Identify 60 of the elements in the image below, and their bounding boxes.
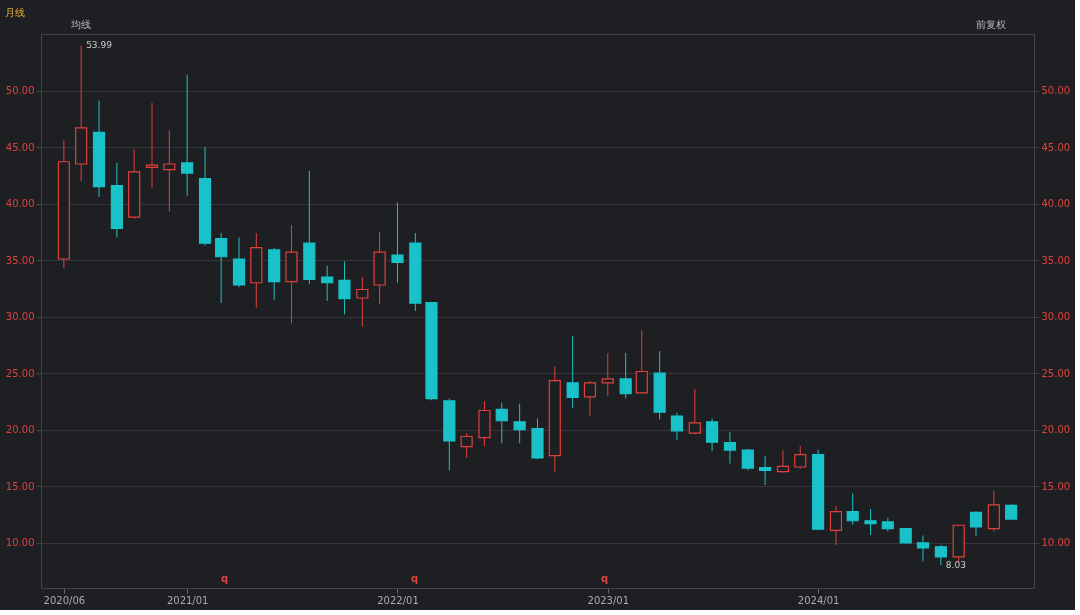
y-tick-label: 45.00 <box>5 141 35 153</box>
y-tick-label: 15.00 <box>5 480 35 492</box>
candlestick <box>794 445 807 470</box>
candlestick <box>670 412 684 441</box>
y2-tick-label: 30.00 <box>1041 311 1071 323</box>
candlestick <box>215 232 228 304</box>
x-tick-label: 2023/01 <box>587 594 630 606</box>
candlestick <box>356 276 369 328</box>
candlestick <box>163 129 176 213</box>
candlestick <box>338 260 351 315</box>
y2-tick-label: 50.00 <box>1041 85 1071 97</box>
candlestick <box>635 329 648 395</box>
annotation: 53.99 <box>86 40 113 51</box>
candlestick <box>321 265 334 302</box>
candlestick <box>601 352 614 397</box>
y2-tick-label: 40.00 <box>1041 198 1071 210</box>
candlestick <box>688 388 701 435</box>
y-tick-label: 50.00 <box>5 85 35 97</box>
candlestick <box>566 335 579 409</box>
y2-tick-label: 45.00 <box>1041 141 1071 153</box>
y-tick-label: 20.00 <box>5 424 35 436</box>
y2-tick-label: 20.00 <box>1041 424 1071 436</box>
candlestick <box>460 432 473 459</box>
candlestick <box>583 380 597 417</box>
x-tick-label: 2021/01 <box>166 594 209 606</box>
candlestick <box>987 490 1000 532</box>
y2-tick-label: 15.00 <box>1041 480 1071 492</box>
text: 均线 <box>70 19 91 30</box>
candlestick <box>759 455 772 486</box>
annotation: q <box>221 573 229 584</box>
candlestick <box>705 417 719 452</box>
candlestick <box>916 534 930 562</box>
candlestick <box>181 74 194 197</box>
y-tick-label: 40.00 <box>5 198 35 210</box>
candlestick <box>776 449 790 474</box>
candlestick <box>846 493 859 526</box>
candlestick <box>391 201 404 284</box>
y-tick-label: 25.00 <box>5 367 35 379</box>
chart-title: 月线 <box>5 7 26 18</box>
candlestick <box>723 431 737 465</box>
annotation: q <box>411 573 419 584</box>
candlestick <box>619 352 632 400</box>
candlestick <box>934 544 947 566</box>
candlestick <box>513 403 526 444</box>
y2-tick-label: 25.00 <box>1041 367 1071 379</box>
annotation: q <box>601 573 609 584</box>
text: 前复权 <box>976 19 1006 30</box>
y-tick-label: 10.00 <box>5 537 35 549</box>
y2-tick-label: 10.00 <box>1041 537 1071 549</box>
x-tick-label: 2022/01 <box>377 594 419 606</box>
candlestick <box>864 508 877 536</box>
y2-tick-label: 35.00 <box>1041 254 1071 266</box>
x-tick-label: 2024/01 <box>797 594 840 606</box>
candlestick <box>495 402 508 444</box>
annotation: 8.03 <box>945 560 966 571</box>
candlestick <box>969 510 983 537</box>
candlestick <box>829 505 843 546</box>
y-tick-label: 35.00 <box>5 254 35 266</box>
y-tick-label: 30.00 <box>5 311 35 323</box>
x-tick-label: 2020/06 <box>43 594 86 606</box>
